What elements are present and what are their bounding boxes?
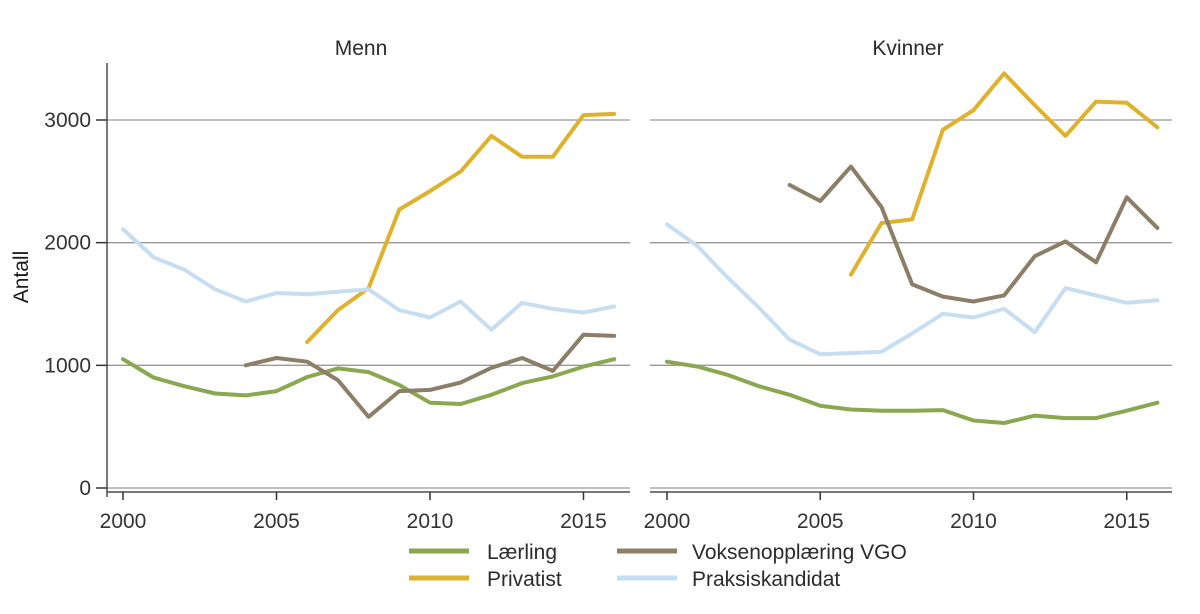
legend-label-privatist: Privatist [487,568,562,591]
facet-title-menn: Menn [335,37,388,60]
series-line-privatist-menn [305,111,617,344]
x-tick-label: 2015 [1103,510,1150,533]
panels: 2000 2005 2010 2015 2000 2005 2010 2015 0 1000 200… [44,63,1172,533]
y-axis-label: Antall [10,251,33,304]
x-tick-label: 2015 [560,510,607,533]
series-line-praksiskandidat-menn [121,227,617,332]
legend-label-voksenopplaering: Voksenopplæring VGO [692,541,907,564]
y-tick-label: 3000 [44,109,91,132]
x-tick-label: 2010 [950,510,997,533]
legend-label-praksiskandidat: Praksiskandidat [692,568,840,591]
series-line-l-rling-kvinner [665,359,1160,425]
x-tick-label: 2005 [253,510,300,533]
x-tick-label: 2000 [100,510,147,533]
series-line-l-rling-menn [121,357,617,406]
legend-label-laerling: Lærling [487,541,557,564]
series-line-voksenoppl-ring-vgo-kvinner [787,164,1160,304]
y-tick-label: 0 [79,477,91,500]
y-tick-label: 2000 [44,232,91,255]
series-line-voksenoppl-ring-vgo-menn [243,332,617,419]
x-tick-label: 2000 [644,510,691,533]
y-tick-label: 1000 [44,354,91,377]
x-tick-label: 2010 [407,510,454,533]
legend: Lærling Privatist Voksenopplæring VGO Pr… [409,541,907,591]
facet-title-kvinner: Kvinner [872,37,943,60]
series-line-praksiskandidat-kvinner [665,222,1160,357]
x-tick-label: 2005 [797,510,844,533]
series-line-privatist-kvinner [848,71,1160,277]
